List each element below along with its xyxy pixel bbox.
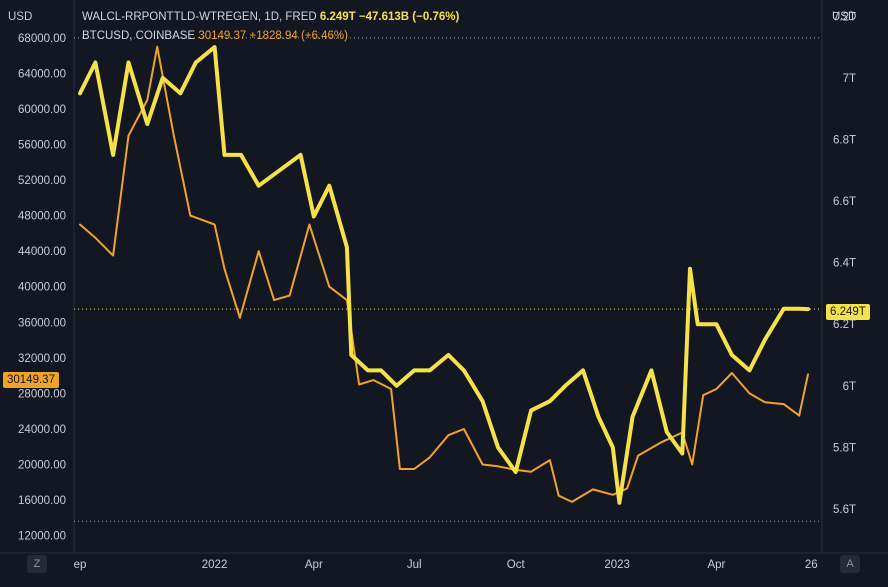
time-tick-label: Apr [707, 559, 725, 571]
left-tick-label: 12000.00 [18, 531, 66, 543]
right-tick-label: 7T [843, 73, 856, 85]
left-axis-ticks[interactable]: 68000.00 64000.00 60000.00 56000.00 52000.00… [18, 33, 66, 543]
right-tick-label: 6.4T [833, 258, 856, 270]
time-tick-label: ep [74, 559, 87, 571]
right-tick-label: 5.8T [833, 442, 856, 454]
legend-liquidity-value: 6.249T [319, 11, 356, 23]
legend-btc-name: BTCUSD, COINBASE [82, 30, 196, 42]
left-tick-label: 24000.00 [18, 424, 66, 436]
legend-row-btc[interactable]: BTCUSD, COINBASE 30149.37 +1828.94 (+6.4… [82, 27, 459, 46]
right-nav-button[interactable]: A [840, 555, 860, 573]
left-nav-button[interactable]: Z [27, 555, 47, 573]
left-tick-label: 56000.00 [18, 139, 66, 151]
left-tick-label: 52000.00 [18, 175, 66, 187]
time-tick-label: Apr [305, 559, 323, 571]
left-tick-label: 20000.00 [18, 460, 66, 472]
right-tick-label: 6T [843, 381, 856, 393]
left-tick-label: 48000.00 [18, 211, 66, 223]
time-tick-label: 2022 [202, 559, 228, 571]
time-axis-ticks[interactable]: ep 2022 Apr Jul Oct 2023 Apr 26 [74, 559, 818, 571]
time-tick-label: Oct [507, 559, 526, 571]
left-tick-label: 64000.00 [18, 68, 66, 80]
legend-liquidity-change: −47.613B (−0.76%) [358, 11, 460, 23]
time-tick-label: 26 [805, 559, 818, 571]
right-unit-label: USD [832, 11, 856, 23]
btc-series-line [79, 45, 809, 503]
legend-liquidity-name: WALCL-RRPONTTLD-WTREGEN, 1D, FRED [82, 11, 317, 23]
left-tick-label: 44000.00 [18, 246, 66, 258]
left-tick-label: 32000.00 [18, 353, 66, 365]
time-tick-label: 2023 [604, 559, 630, 571]
series-layer [78, 45, 810, 505]
right-tick-label: 7.2T [833, 11, 856, 23]
legend-btc-change: +1828.94 (+6.46%) [249, 30, 348, 42]
legend-row-liquidity[interactable]: WALCL-RRPONTTLD-WTREGEN, 1D, FRED 6.249T… [82, 8, 459, 27]
liquidity-price-badge: 6.249T [826, 304, 870, 320]
legend-btc-value: 30149.37 [198, 30, 247, 42]
left-unit-label: USD [8, 11, 32, 23]
left-tick-label: 28000.00 [18, 388, 66, 400]
right-tick-label: 6.2T [833, 319, 856, 331]
left-tick-label: 40000.00 [18, 282, 66, 294]
right-axis-ticks[interactable]: 7.2T 7T 6.8T 6.6T 6.4T 6.2T 6T 5.8T 5.6T [833, 11, 856, 516]
right-tick-label: 5.6T [833, 504, 856, 516]
time-tick-label: Jul [407, 559, 422, 571]
left-tick-label: 36000.00 [18, 317, 66, 329]
legend: WALCL-RRPONTTLD-WTREGEN, 1D, FRED 6.249T… [82, 8, 459, 46]
liquidity-series-line [78, 45, 810, 505]
reference-lines [74, 37, 822, 522]
right-tick-label: 6.8T [833, 134, 856, 146]
btc-price-badge: 30149.37 [3, 372, 59, 388]
right-tick-label: 6.6T [833, 196, 856, 208]
left-tick-label: 68000.00 [18, 33, 66, 45]
left-tick-label: 60000.00 [18, 104, 66, 116]
left-tick-label: 16000.00 [18, 495, 66, 507]
